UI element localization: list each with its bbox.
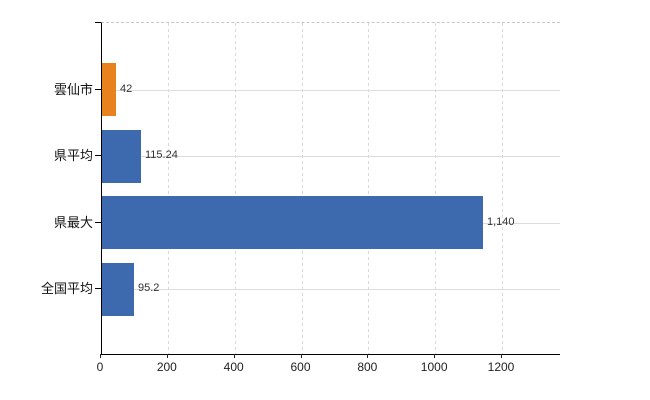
y-axis-tick bbox=[95, 88, 101, 90]
x-axis-tick bbox=[367, 354, 369, 358]
vertical-gridline bbox=[234, 23, 236, 354]
x-axis-tick bbox=[166, 354, 168, 358]
x-tick-label: 1000 bbox=[420, 360, 448, 374]
bar-4 bbox=[102, 262, 134, 316]
plot-area bbox=[101, 22, 560, 355]
horizontal-gridline bbox=[102, 156, 560, 157]
x-tick-label: 600 bbox=[290, 360, 311, 374]
category-label: 県平均 bbox=[53, 148, 93, 163]
y-axis-tick bbox=[95, 288, 101, 289]
x-tick-label: 0 bbox=[96, 360, 104, 374]
y-axis-tick bbox=[95, 221, 101, 223]
horizontal-gridline bbox=[102, 289, 560, 290]
vertical-gridline bbox=[167, 23, 169, 354]
x-axis-tick bbox=[434, 354, 436, 358]
x-tick-label: 400 bbox=[223, 360, 244, 374]
vertical-gridline bbox=[301, 23, 303, 354]
horizontal-gridline bbox=[102, 89, 560, 91]
y-axis-tick bbox=[95, 22, 101, 23]
category-label: 全国平均 bbox=[40, 281, 93, 296]
x-tick-label: 200 bbox=[156, 360, 177, 374]
x-axis-tick bbox=[233, 354, 235, 358]
x-tick-label: 1200 bbox=[487, 360, 515, 374]
bar-2 bbox=[102, 129, 141, 183]
vertical-gridline bbox=[502, 23, 503, 354]
x-axis-tick bbox=[100, 354, 101, 358]
vertical-gridline bbox=[435, 23, 437, 354]
y-axis-tick bbox=[95, 155, 101, 156]
bar-1 bbox=[102, 63, 116, 116]
bar-3 bbox=[102, 196, 483, 249]
x-tick-label: 800 bbox=[357, 360, 378, 374]
value-label: 115.24 bbox=[145, 149, 178, 161]
category-label: 雲仙市 bbox=[53, 81, 93, 97]
x-axis-tick bbox=[501, 354, 502, 358]
vertical-gridline bbox=[368, 23, 370, 354]
category-label: 県最大 bbox=[53, 214, 93, 230]
value-label: 95.2 bbox=[138, 282, 160, 294]
value-label: 42 bbox=[120, 82, 133, 95]
value-label: 1,140 bbox=[487, 215, 515, 228]
x-axis-tick bbox=[300, 354, 302, 358]
